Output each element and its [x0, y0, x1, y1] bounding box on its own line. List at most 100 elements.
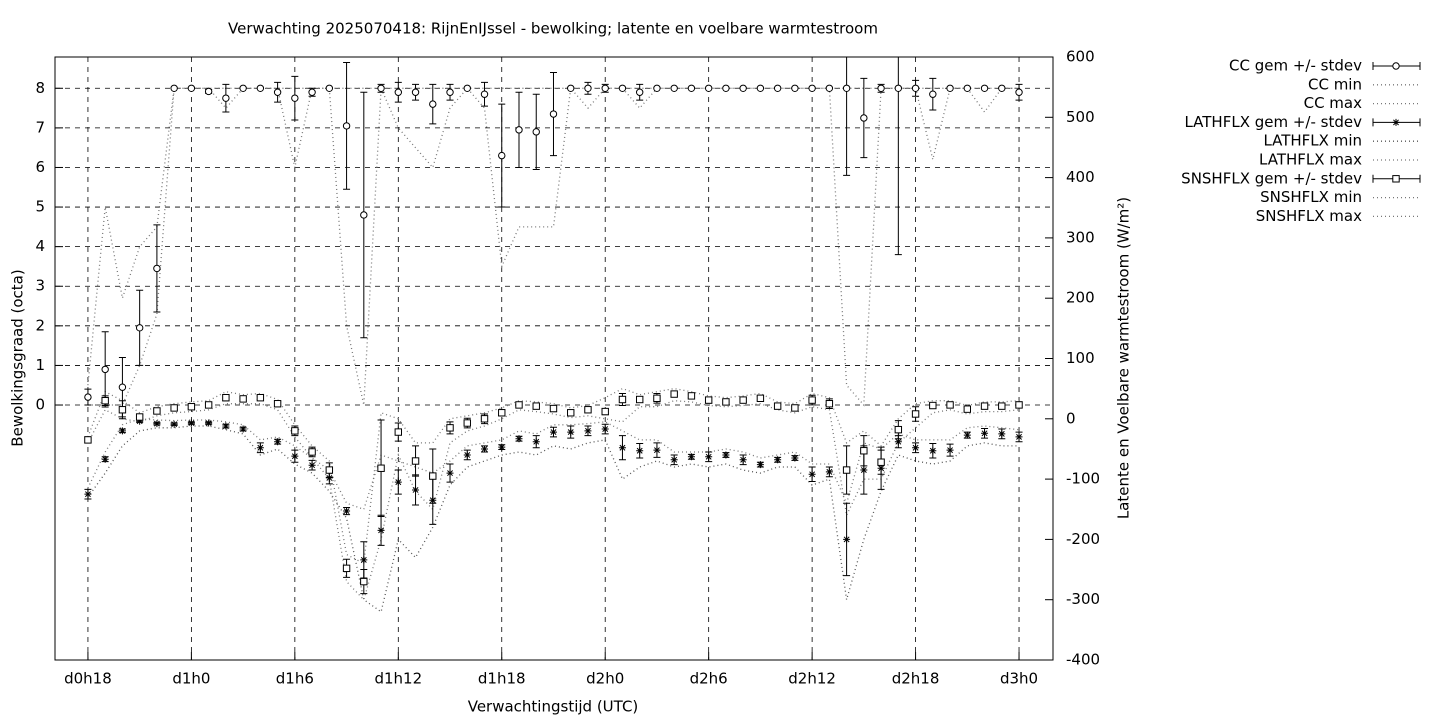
marker-asterisk — [481, 445, 489, 453]
marker-asterisk — [412, 486, 420, 494]
marker-square — [204, 401, 213, 409]
marker-asterisk — [118, 427, 126, 435]
marker-circle — [291, 94, 299, 102]
y-axis-label: Bewolkingsgraad (octa) — [9, 269, 27, 446]
marker-asterisk — [929, 447, 937, 455]
marker-square — [601, 407, 609, 416]
chart-title: Verwachting 2025070418: RijnEnIJssel - b… — [228, 20, 878, 38]
marker-circle — [135, 324, 144, 332]
marker-asterisk — [567, 428, 575, 436]
plot-frame — [54, 56, 1054, 661]
marker-circle — [842, 84, 851, 92]
marker-circle — [722, 84, 730, 92]
marker-asterisk — [998, 430, 1006, 438]
marker-circle — [635, 88, 644, 96]
marker-square — [101, 397, 109, 405]
marker-square — [773, 402, 782, 410]
marker-square — [515, 401, 523, 409]
marker-circle — [894, 84, 903, 92]
x-tick-label: d2h18 — [892, 670, 940, 688]
marker-square — [187, 403, 196, 411]
marker-circle — [618, 84, 627, 92]
marker-asterisk — [946, 446, 954, 454]
marker-circle — [860, 114, 868, 122]
marker-square — [998, 402, 1006, 410]
y-tick-label: 5 — [35, 198, 45, 216]
marker-asterisk — [222, 422, 230, 430]
marker-asterisk — [308, 461, 316, 469]
plot-area — [84, 57, 1023, 613]
marker-asterisk — [463, 451, 471, 459]
marker-asterisk — [584, 427, 592, 435]
marker-square — [911, 410, 920, 418]
y2-tick-label: -100 — [1066, 470, 1100, 488]
legend-label: LATHFLX gem +/- stdev — [1184, 113, 1362, 131]
y-tick-label: 7 — [35, 118, 45, 136]
marker-asterisk — [239, 425, 247, 433]
marker-square — [635, 395, 644, 404]
x-tick-label: d1h0 — [172, 670, 210, 688]
legend-marker — [1392, 118, 1400, 126]
legend-label: LATHFLX min — [1263, 132, 1362, 150]
legend-label: CC max — [1304, 94, 1363, 112]
marker-asterisk — [256, 444, 264, 452]
marker-square — [946, 401, 954, 409]
y2-tick-label: -300 — [1066, 590, 1100, 608]
x-tick-label: d2h6 — [690, 670, 728, 688]
marker-square — [291, 427, 299, 435]
marker-circle — [980, 84, 989, 92]
marker-circle — [756, 84, 765, 92]
marker-square — [808, 396, 816, 404]
marker-circle — [773, 84, 782, 92]
marker-asterisk — [894, 438, 902, 446]
marker-circle — [480, 90, 489, 98]
marker-circle — [877, 84, 885, 92]
marker-circle — [584, 84, 592, 92]
marker-asterisk — [446, 469, 454, 477]
marker-circle — [394, 88, 402, 96]
y-tick-label: 6 — [35, 158, 45, 176]
marker-square — [842, 466, 851, 474]
marker-circle — [653, 84, 661, 92]
marker-circle — [153, 264, 161, 273]
y2-tick-label: 400 — [1066, 168, 1095, 186]
marker-circle — [825, 84, 834, 92]
marker-asterisk — [791, 454, 799, 462]
marker-asterisk — [912, 444, 920, 452]
marker-asterisk — [291, 452, 299, 460]
legend-label: CC gem +/- stdev — [1229, 57, 1362, 75]
y2-tick-label: 200 — [1066, 289, 1095, 307]
marker-circle — [929, 90, 937, 98]
marker-square — [256, 393, 265, 402]
marker-circle — [222, 94, 230, 102]
legend-label: LATHFLX max — [1259, 151, 1362, 169]
marker-asterisk — [705, 453, 713, 461]
y2-tick-label: 500 — [1066, 108, 1095, 126]
marker-circle — [377, 84, 385, 92]
marker-circle — [791, 84, 799, 92]
marker-circle — [446, 88, 454, 96]
marker-circle — [739, 84, 747, 92]
marker-circle — [118, 383, 127, 391]
marker-asterisk — [860, 466, 868, 474]
marker-circle — [549, 110, 558, 118]
marker-square — [135, 413, 144, 421]
marker-asterisk — [963, 431, 971, 439]
marker-square — [463, 419, 471, 427]
marker-square — [567, 409, 575, 417]
marker-square — [963, 405, 972, 413]
marker-circle — [411, 88, 420, 96]
marker-square — [549, 404, 558, 413]
y-tick-label: 4 — [35, 237, 45, 255]
marker-asterisk — [377, 526, 385, 534]
marker-square — [429, 472, 437, 480]
x-tick-label: d3h0 — [1000, 670, 1038, 688]
marker-circle — [204, 87, 213, 96]
marker-asterisk — [825, 468, 833, 476]
marker-asterisk — [687, 453, 695, 461]
marker-square — [325, 466, 334, 474]
x-tick-label: d1h6 — [276, 670, 314, 688]
marker-asterisk — [515, 435, 523, 443]
marker-square — [929, 401, 937, 410]
marker-asterisk — [274, 438, 282, 446]
